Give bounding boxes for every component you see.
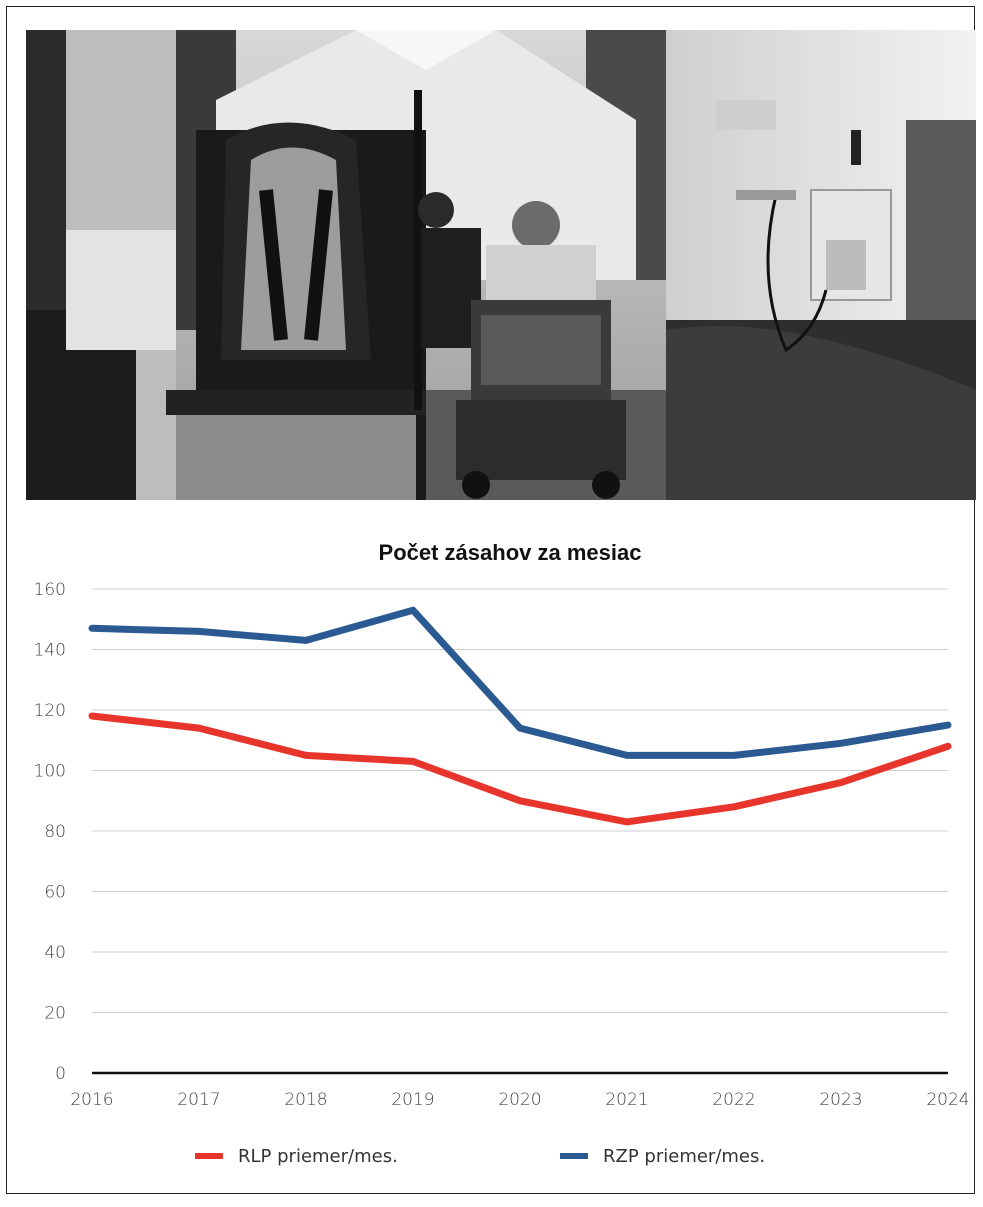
y-axis-ticks: 0 20 40 60 80 100 120 140 160 (34, 580, 66, 1084)
line-chart: Počet zásahov za mesiac 0 20 40 60 80 100 120 1… (0, 510, 983, 1202)
x-tick-label: 2021 (605, 1090, 648, 1110)
x-tick-label: 2018 (284, 1090, 327, 1110)
legend-label: RLP priemer/mes. (238, 1146, 398, 1167)
series-lines (92, 610, 948, 822)
series-line (92, 716, 948, 822)
y-tick-label: 140 (34, 641, 66, 661)
ambulance-interior-photo (26, 30, 976, 500)
chart-title: Počet zásahov za mesiac (379, 540, 642, 565)
x-tick-label: 2019 (391, 1090, 434, 1110)
photo-illustration (26, 30, 976, 500)
y-tick-label: 20 (44, 1004, 66, 1024)
grid-lines (92, 589, 948, 1073)
legend: RLP priemer/mes. RZP priemer/mes. (195, 1146, 765, 1167)
y-tick-label: 100 (34, 762, 66, 782)
y-tick-label: 60 (44, 883, 66, 903)
y-tick-label: 80 (44, 822, 66, 842)
x-tick-label: 2024 (926, 1090, 969, 1110)
y-tick-label: 0 (55, 1064, 66, 1084)
chart-svg: Počet zásahov za mesiac 0 20 40 60 80 100 120 1… (0, 510, 983, 1202)
x-tick-label: 2016 (70, 1090, 113, 1110)
x-axis-ticks: 2016 2017 2018 2019 2020 2021 2022 2023 2024 (70, 1090, 969, 1110)
x-tick-label: 2023 (819, 1090, 862, 1110)
x-tick-label: 2020 (498, 1090, 541, 1110)
x-tick-label: 2017 (177, 1090, 220, 1110)
y-tick-label: 160 (34, 580, 66, 600)
y-tick-label: 120 (34, 701, 66, 721)
y-tick-label: 40 (44, 943, 66, 963)
x-tick-label: 2022 (712, 1090, 755, 1110)
legend-label: RZP priemer/mes. (603, 1146, 765, 1167)
